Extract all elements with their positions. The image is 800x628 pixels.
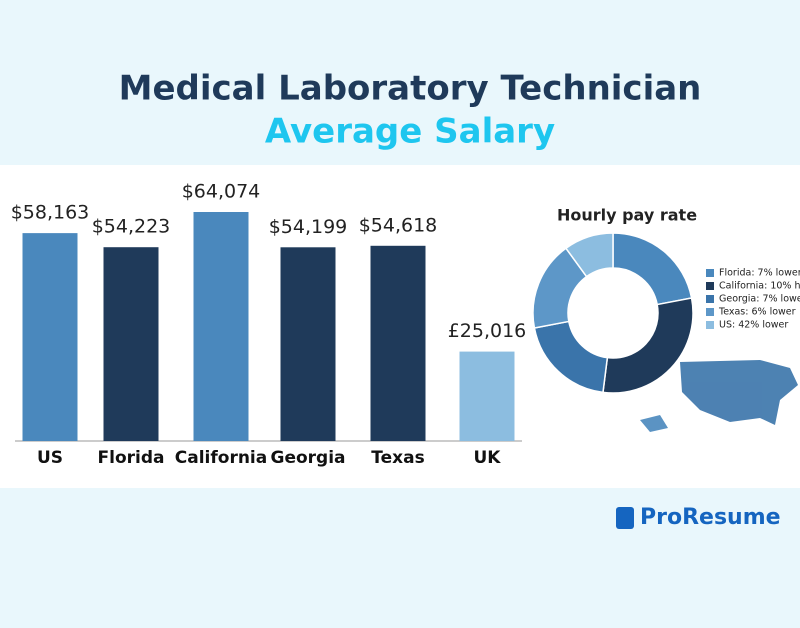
- value-label: $54,618: [359, 214, 438, 236]
- x-tick-label: US: [37, 448, 63, 468]
- pie-title: Hourly pay rate: [557, 206, 697, 225]
- bar: [370, 245, 426, 441]
- x-tick-label: Florida: [98, 448, 165, 468]
- legend-label: US: 42% lower: [719, 320, 788, 331]
- x-tick-label: Texas: [371, 448, 424, 468]
- value-label: $54,199: [269, 216, 348, 238]
- legend-swatch: [706, 282, 714, 290]
- brand: ProResume: [640, 505, 781, 530]
- legend-label: Georgia: 7% lower: [719, 294, 800, 305]
- brand-icon: [616, 507, 634, 529]
- legend-swatch: [706, 269, 714, 277]
- value-label: $58,163: [11, 202, 90, 224]
- bar: [280, 247, 336, 441]
- subtitle: Average Salary: [265, 112, 555, 152]
- legend-label: California: 10% higher: [719, 281, 800, 292]
- donut-slice: [564, 232, 614, 278]
- bar: [103, 247, 159, 441]
- title: Medical Laboratory Technician: [119, 69, 702, 109]
- donut-slice: [602, 297, 694, 394]
- legend-label: Florida: 7% lower: [719, 268, 800, 279]
- legend-swatch: [706, 308, 714, 316]
- x-tick-label: UK: [474, 448, 502, 468]
- x-tick-label: California: [175, 448, 267, 468]
- bar: [22, 233, 78, 441]
- us-map: [640, 360, 798, 432]
- bar: [193, 212, 249, 441]
- value-label: £25,016: [448, 320, 527, 342]
- bar: [459, 351, 515, 441]
- legend-swatch: [706, 321, 714, 329]
- legend-label: Texas: 6% lower: [718, 307, 796, 318]
- value-label: $64,074: [182, 181, 261, 203]
- x-tick-label: Georgia: [270, 448, 345, 468]
- value-label: $54,223: [92, 216, 171, 238]
- legend-swatch: [706, 295, 714, 303]
